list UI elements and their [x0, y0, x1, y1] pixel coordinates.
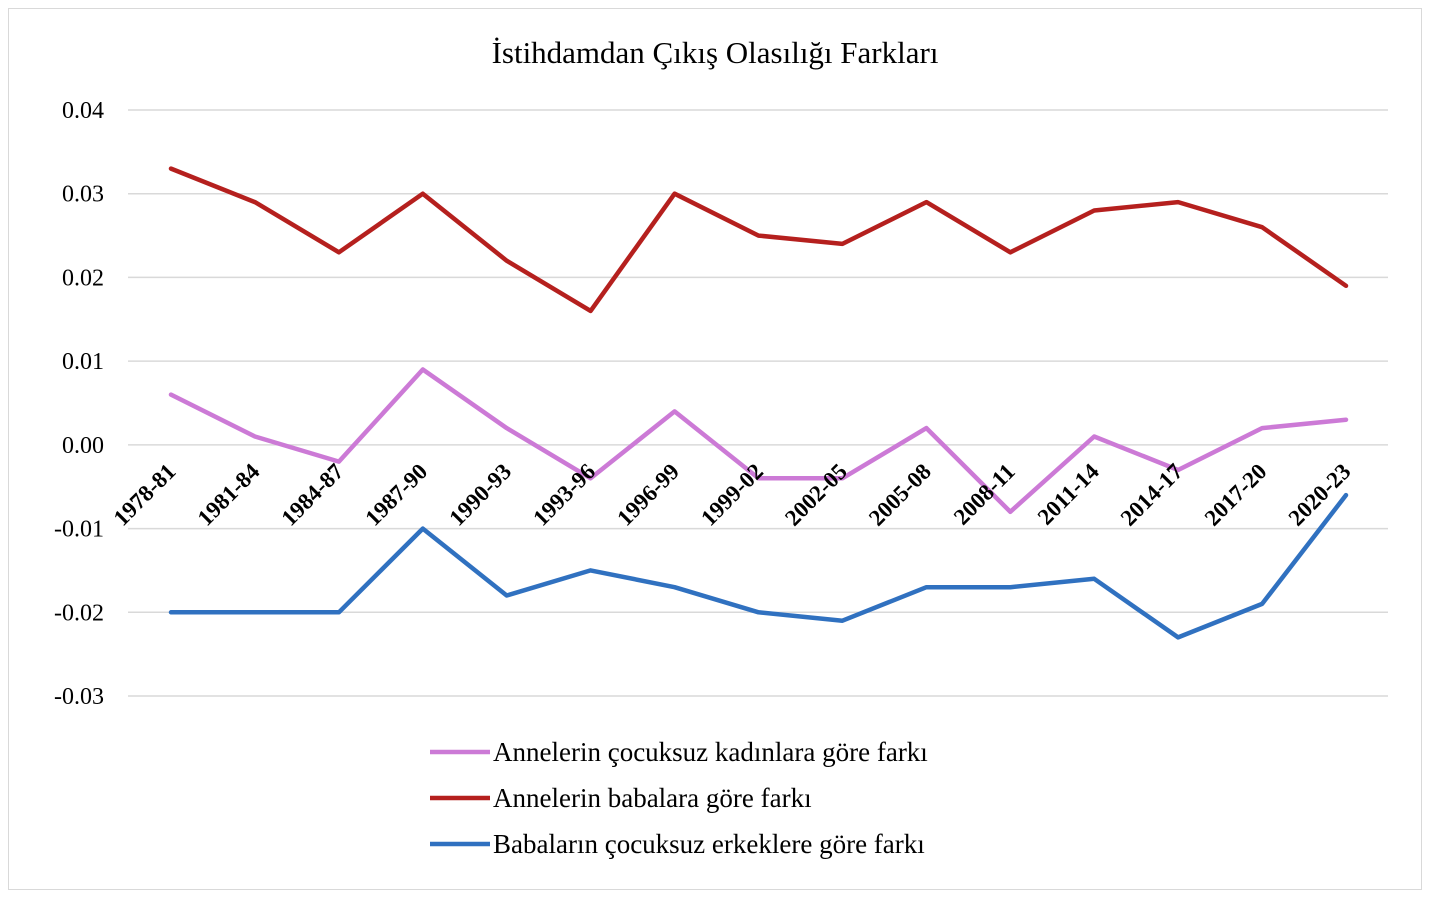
legend-label-2: Annelerin babalara göre farkı [493, 783, 812, 813]
series-lines [168, 166, 1349, 640]
y-tick-label: 0.01 [62, 349, 104, 375]
y-tick-label: 0.03 [62, 182, 104, 208]
series-line-3 [168, 492, 1349, 640]
x-tick-label: 2002-05 [780, 459, 852, 531]
y-tick-label: -0.01 [54, 517, 104, 543]
chart-title: İstihdamdan Çıkış Olasılığı Farkları [492, 35, 939, 70]
x-tick-label: 2008-11 [949, 459, 1020, 530]
y-tick-label: 0.00 [62, 433, 104, 459]
x-tick-label: 2005-08 [864, 459, 936, 531]
chart-frame [8, 8, 1422, 890]
y-tick-label: -0.02 [54, 600, 104, 626]
y-tick-label: 0.02 [62, 265, 104, 291]
x-tick-label: 1993-96 [528, 459, 600, 531]
x-tick-label: 1999-02 [696, 459, 768, 531]
x-tick-label: 1996-99 [612, 459, 684, 531]
x-tick-label: 2014-17 [1116, 459, 1188, 531]
x-tick-label: 1987-90 [360, 459, 432, 531]
x-tick-label: 2017-20 [1200, 459, 1272, 531]
gridlines [128, 109, 1388, 697]
y-tick-label: 0.04 [62, 98, 104, 124]
series-line-1 [168, 367, 1349, 515]
legend: Annelerin çocuksuz kadınlara göre farkı A… [430, 737, 928, 859]
series-line-2 [168, 166, 1349, 314]
legend-label-1: Annelerin çocuksuz kadınlara göre farkı [493, 737, 928, 767]
x-axis-ticks: 1978-81 1981-84 1984-87 1987-90 1990-93 1993-… [109, 458, 1356, 530]
x-tick-label: 1978-81 [109, 459, 181, 531]
x-tick-label: 2011-14 [1033, 458, 1104, 529]
y-axis-ticks: 0.04 0.03 0.02 0.01 0.00 -0.01 -0.02 -0.03 [54, 98, 104, 710]
x-tick-label: 1990-93 [444, 459, 516, 531]
y-tick-label: -0.03 [54, 684, 104, 710]
legend-label-3: Babaların çocuksuz erkeklere göre farkı [493, 829, 925, 859]
x-tick-label: 1984-87 [276, 459, 348, 531]
x-tick-label: 1981-84 [193, 458, 265, 530]
